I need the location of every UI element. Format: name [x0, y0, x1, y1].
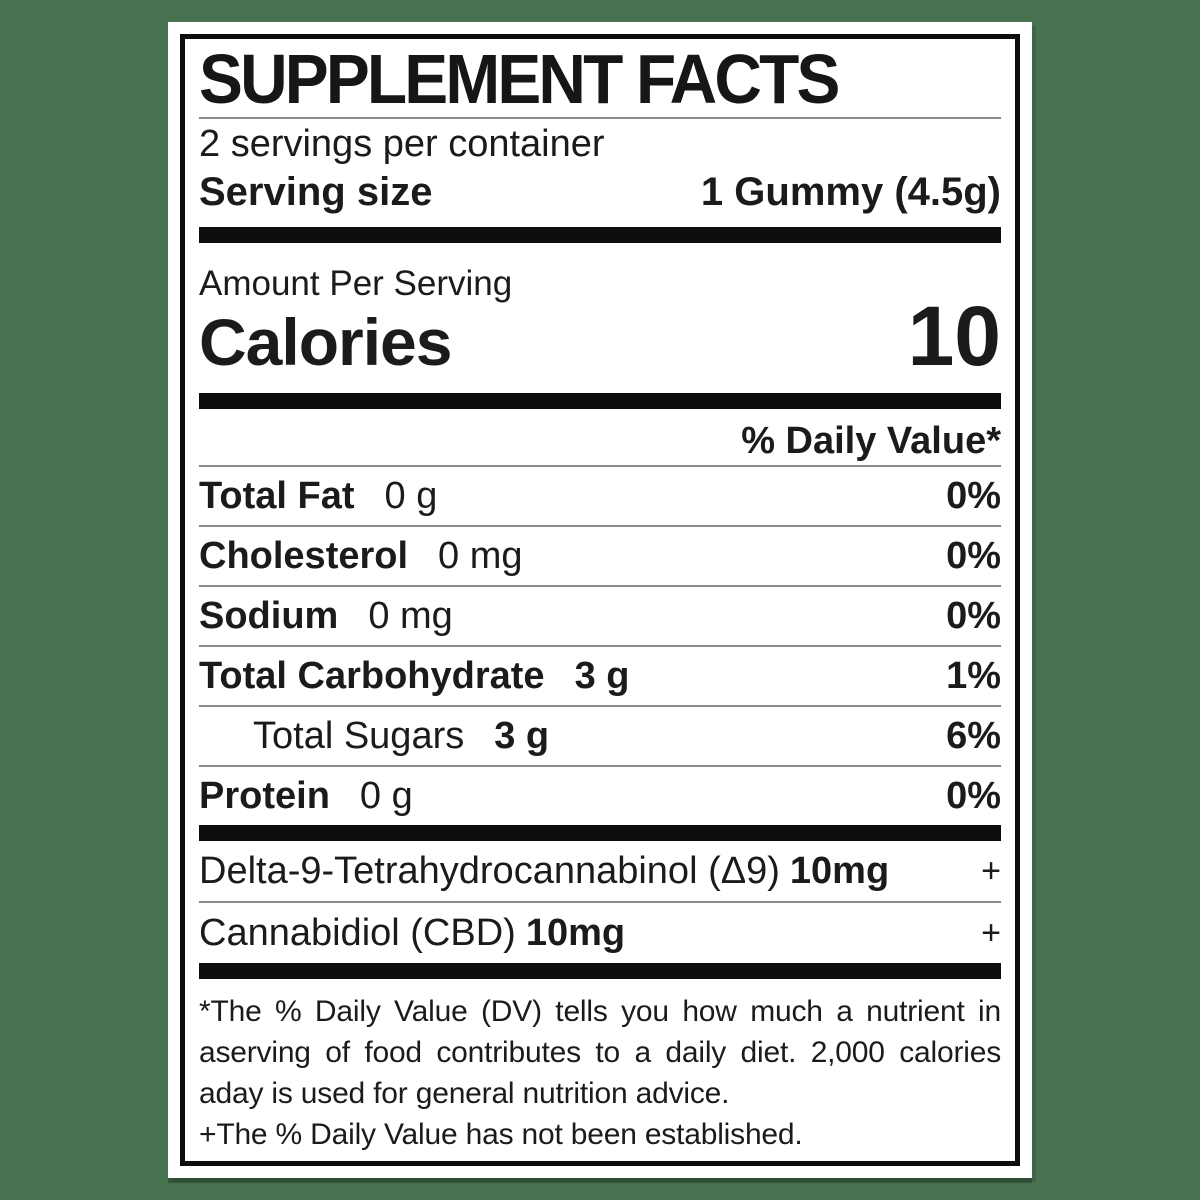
row-divider — [199, 525, 1001, 527]
row-divider — [199, 765, 1001, 767]
label-border: SUPPLEMENT FACTS 2 servings per containe… — [180, 34, 1020, 1166]
serving-size-value: 1 Gummy (4.5g) — [700, 170, 1001, 214]
nutrient-amount: 0 mg — [438, 534, 523, 577]
nutrient-name-group: Total Carbohydrate 3 g — [199, 655, 629, 698]
amount-per-serving-label: Amount Per Serving — [199, 264, 513, 303]
row-divider — [199, 465, 1001, 467]
nutrient-row-total-fat: Total Fat 0 g 0% — [199, 467, 1001, 525]
daily-value-header: % Daily Value* — [741, 420, 1001, 462]
cannabinoid-row-cbd: Cannabidiol (CBD) 10mg + — [199, 903, 1001, 963]
serving-size-row: Serving size 1 Gummy (4.5g) — [199, 169, 1001, 215]
section-divider-bar — [199, 963, 1001, 979]
nutrient-row-total-carbohydrate: Total Carbohydrate 3 g 1% — [199, 647, 1001, 705]
nutrient-name-group: Sodium 0 mg — [199, 595, 453, 638]
row-divider — [199, 705, 1001, 707]
nutrient-row-protein: Protein 0 g 0% — [199, 767, 1001, 825]
calories-value: 10 — [907, 289, 1001, 383]
nutrient-amount: 3 g — [494, 714, 550, 757]
cannabinoid-name: Delta-9-Tetrahydrocannabinol (Δ9) — [199, 849, 780, 892]
cannabinoid-amount: 10mg — [789, 849, 890, 892]
label-title: SUPPLEMENT FACTS — [199, 40, 840, 118]
servings-per-container: 2 servings per container — [199, 123, 605, 165]
row-divider — [199, 645, 1001, 647]
nutrient-name-group: Total Sugars 3 g — [253, 715, 549, 758]
calories-row: Calories 10 — [199, 289, 1001, 383]
cannabinoid-name: Cannabidiol (CBD) — [199, 911, 516, 954]
cannabinoid-row-delta9-thc: Delta-9-Tetrahydrocannabinol (Δ9) 10mg + — [199, 841, 1001, 901]
nutrient-dv: 6% — [946, 714, 1001, 757]
nutrient-row-cholesterol: Cholesterol 0 mg 0% — [199, 527, 1001, 585]
row-divider — [199, 901, 1001, 903]
serving-size-label: Serving size — [199, 170, 433, 214]
row-divider — [199, 585, 1001, 587]
nutrient-amount: 0 g — [384, 474, 438, 517]
cannabinoid-name-group: Cannabidiol (CBD) 10mg — [199, 912, 625, 955]
supplement-facts-label: SUPPLEMENT FACTS 2 servings per containe… — [168, 22, 1032, 1178]
calories-label: Calories — [199, 305, 452, 379]
nutrient-dv: 1% — [946, 654, 1001, 697]
section-divider-bar — [199, 825, 1001, 841]
daily-value-footnote: *The % Daily Value (DV) tells you how mu… — [199, 995, 1001, 1110]
nutrient-name-group: Total Fat 0 g — [199, 475, 437, 518]
nutrient-amount: 0 g — [359, 774, 413, 817]
nutrient-amount: 0 mg — [368, 594, 453, 637]
nutrient-amount: 3 g — [574, 654, 630, 697]
section-divider-bar — [199, 227, 1001, 243]
cannabinoid-dv: + — [981, 851, 1001, 890]
nutrient-name-group: Cholesterol 0 mg — [199, 535, 523, 578]
nutrient-dv: 0% — [946, 534, 1001, 577]
cannabinoid-amount: 10mg — [525, 911, 626, 954]
nutrient-name-group: Protein 0 g — [199, 775, 413, 818]
nutrient-dv: 0% — [946, 594, 1001, 637]
title-divider — [199, 117, 1001, 119]
nutrient-name: Sodium — [199, 594, 339, 637]
nutrient-name: Total Fat — [199, 474, 355, 517]
section-divider-bar — [199, 393, 1001, 409]
nutrient-row-total-sugars: Total Sugars 3 g 6% — [199, 707, 1001, 765]
not-established-footnote: +The % Daily Value has not been establis… — [199, 1118, 803, 1151]
nutrient-name: Total Sugars — [253, 714, 465, 757]
nutrient-dv: 0% — [946, 774, 1001, 817]
nutrient-dv: 0% — [946, 474, 1001, 517]
cannabinoid-name-group: Delta-9-Tetrahydrocannabinol (Δ9) 10mg — [199, 850, 889, 893]
nutrient-row-sodium: Sodium 0 mg 0% — [199, 587, 1001, 645]
nutrient-name: Protein — [199, 774, 330, 817]
nutrient-name: Total Carbohydrate — [199, 654, 545, 697]
nutrient-name: Cholesterol — [199, 534, 409, 577]
cannabinoid-dv: + — [981, 913, 1001, 952]
